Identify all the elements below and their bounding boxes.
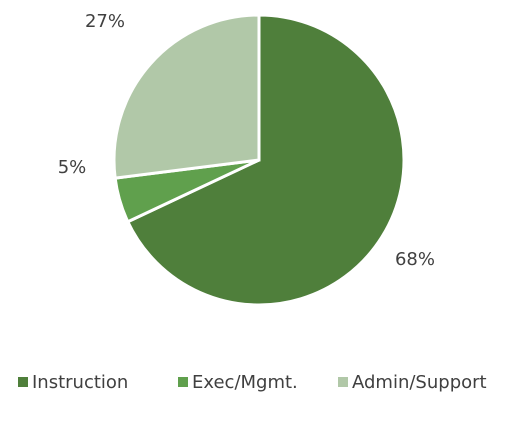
legend-marker	[18, 377, 28, 387]
data-label: 5%	[58, 157, 87, 178]
legend-label: Exec/Mgmt.	[192, 372, 298, 393]
pie-slice	[112, 13, 261, 180]
pie-slice	[125, 13, 406, 307]
data-label: 27%	[85, 11, 125, 32]
legend-label: Admin/Support	[352, 372, 487, 393]
legend-label: Instruction	[32, 372, 128, 393]
legend-marker	[338, 377, 348, 387]
data-label: 68%	[395, 249, 435, 270]
legend-marker	[178, 377, 188, 387]
